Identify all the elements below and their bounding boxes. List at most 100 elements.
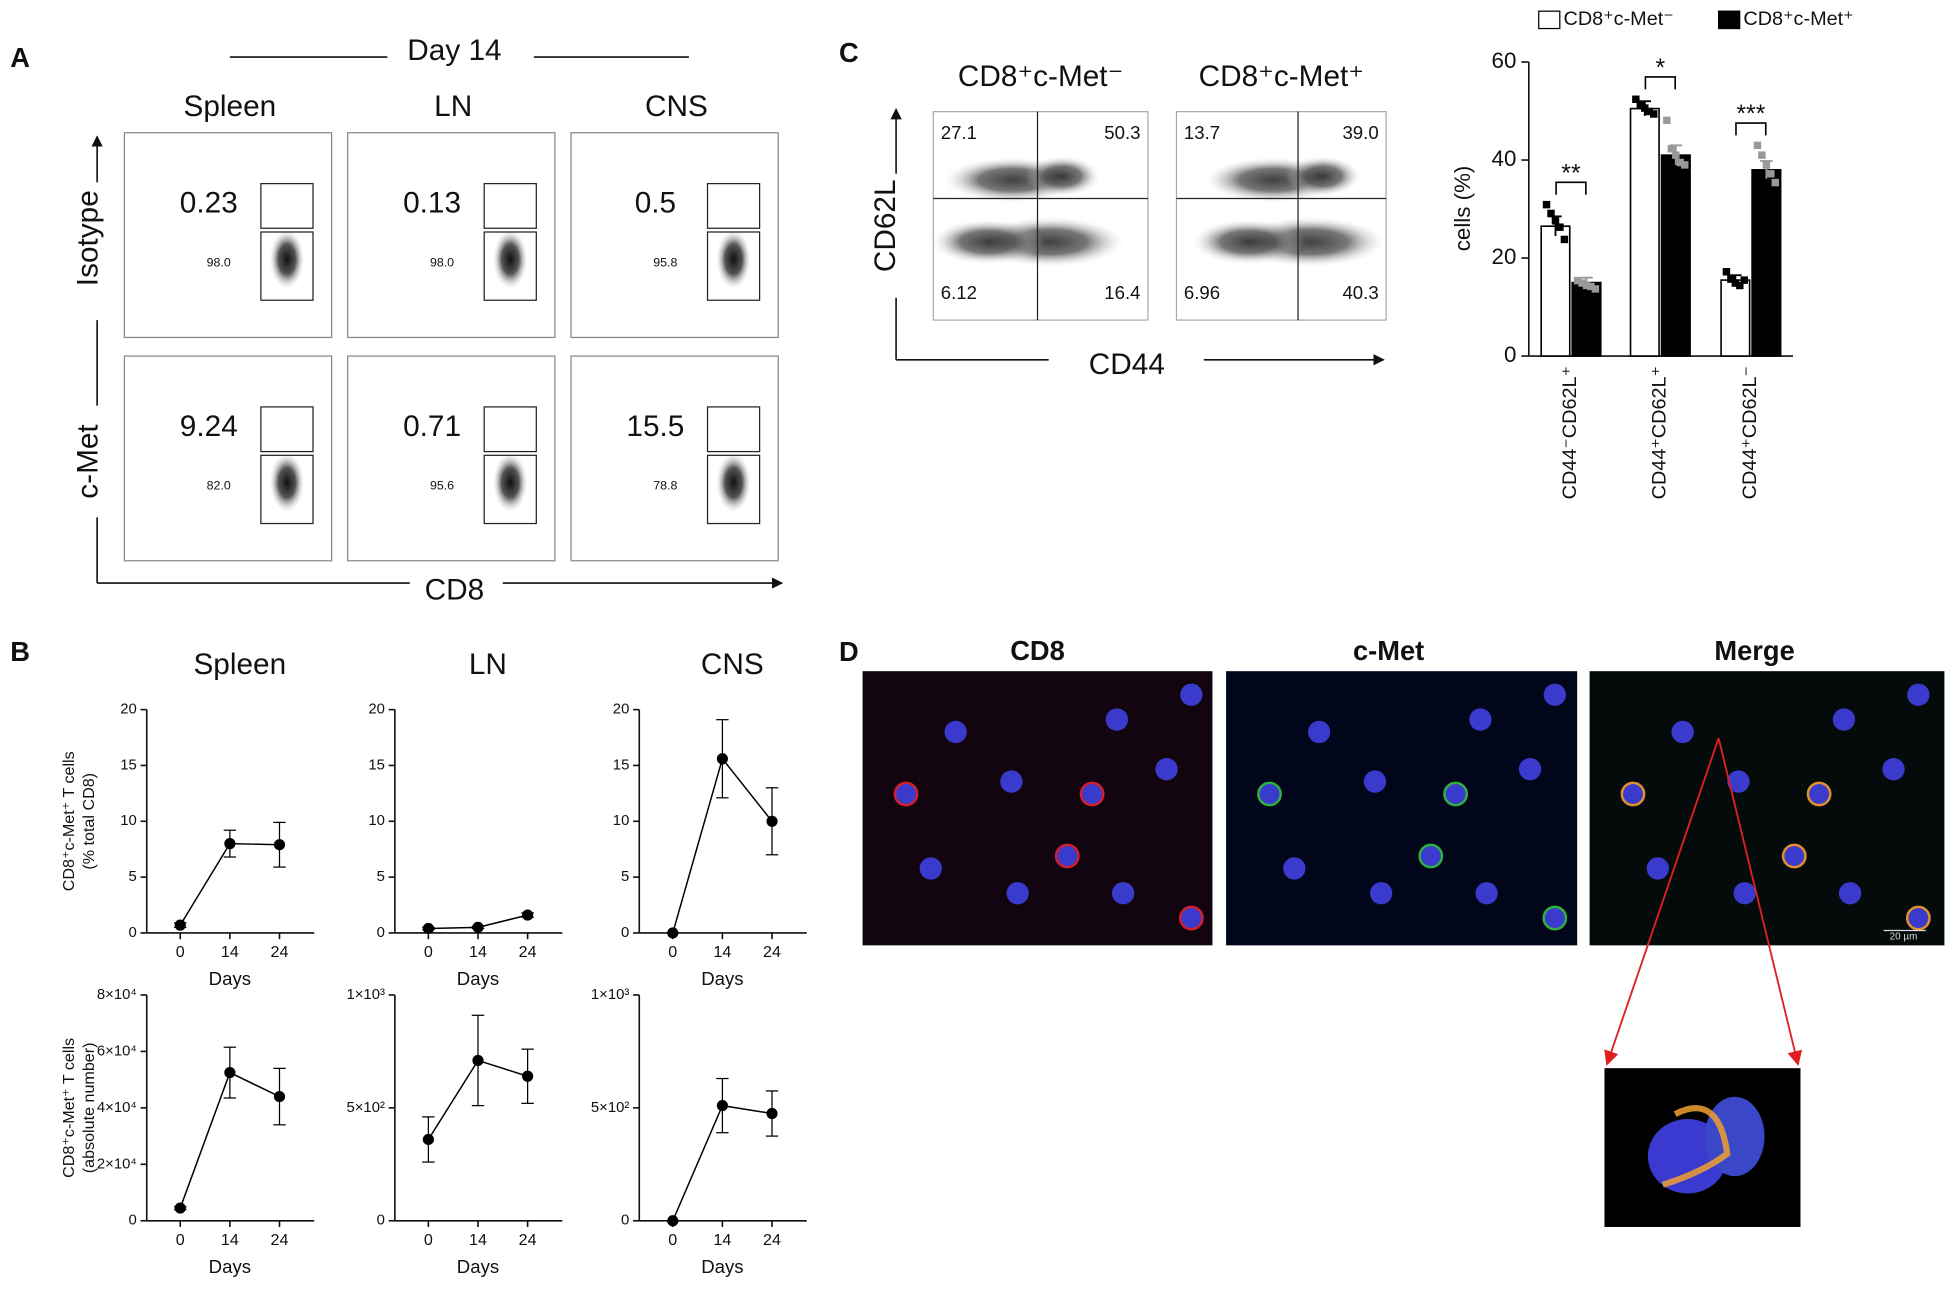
gate [706, 406, 761, 453]
point [1560, 235, 1569, 244]
point [1672, 151, 1680, 159]
y-tick-label: 5 [621, 869, 629, 885]
gate [260, 182, 314, 229]
y-tick-label: 15 [613, 757, 630, 773]
plot-frame [1175, 111, 1387, 321]
point [472, 1054, 484, 1067]
point [273, 1090, 286, 1103]
legend-label: CD8⁺c-Met⁻ [1564, 8, 1674, 30]
cell [1727, 770, 1750, 793]
bar [1720, 279, 1751, 357]
y-axis-label: (absolute number) [80, 1043, 98, 1174]
row-label: Isotype [72, 190, 105, 286]
row-label: c-Met [72, 424, 105, 499]
legend-swatch [1538, 10, 1561, 30]
cell [919, 857, 942, 880]
cell [1905, 905, 1931, 931]
cell [1283, 857, 1306, 880]
legend-label: CD8⁺c-Met⁺ [1743, 8, 1853, 30]
point [1578, 279, 1586, 287]
gate-value: 9.24 [180, 410, 238, 443]
y-tick-label: 60 [1492, 48, 1517, 73]
point [716, 1100, 728, 1112]
x-tick-label: 24 [763, 943, 781, 961]
micrograph [862, 671, 1213, 946]
y-tick-label: 0 [1504, 342, 1516, 367]
gate [260, 231, 314, 301]
plot-frame [570, 355, 779, 562]
plot-frame [123, 132, 333, 339]
x-tick-label: 14 [713, 1231, 731, 1249]
x-tick-label: 14 [469, 1231, 487, 1249]
image-title: Merge [1714, 635, 1794, 666]
cell [1671, 720, 1694, 744]
gate-value: 95.6 [430, 479, 454, 493]
y-tick-label: 10 [613, 813, 630, 829]
quadrant-value: 50.3 [1104, 122, 1140, 143]
y-tick-label: 1×10³ [346, 987, 385, 1003]
cell [1079, 781, 1105, 807]
gate [706, 182, 761, 229]
column-label: CNS [645, 90, 708, 123]
x-tick-label: 24 [763, 1231, 781, 1249]
plot-frame [347, 355, 556, 562]
x-tick-label: 24 [271, 1231, 289, 1249]
cell [1469, 708, 1492, 731]
x-tick-label: 0 [668, 1231, 677, 1249]
cell [944, 720, 967, 744]
gate-value: 78.8 [653, 479, 677, 493]
gate [483, 454, 537, 525]
point [1663, 116, 1671, 125]
axis-label: CD44 [1089, 348, 1165, 381]
cell [1307, 720, 1331, 744]
column-label: LN [434, 90, 472, 123]
zoom-line [1717, 737, 1803, 1066]
cell [1363, 770, 1387, 793]
point [766, 815, 778, 827]
point [1676, 158, 1684, 167]
point [1762, 161, 1771, 169]
x-tick-label: 0 [424, 943, 433, 961]
plot-frame [570, 132, 779, 339]
cell [1781, 843, 1807, 869]
point [522, 909, 534, 921]
point [1740, 276, 1749, 284]
x-tick-label: 14 [469, 943, 487, 961]
x-tick-label: 24 [519, 1231, 537, 1249]
point [1650, 110, 1658, 118]
point [766, 1107, 778, 1120]
significance: ** [1561, 160, 1581, 187]
y-tick-label: 10 [120, 813, 137, 829]
point [1551, 217, 1560, 225]
x-tick-label: 0 [176, 943, 185, 961]
point [224, 838, 236, 850]
y-tick-label: 10 [368, 813, 385, 829]
point [1753, 141, 1762, 150]
x-axis-label: Days [457, 1256, 499, 1277]
point [422, 1133, 434, 1146]
gate [706, 231, 761, 301]
point [1767, 170, 1775, 178]
panel-label: B [10, 636, 30, 667]
y-axis-label: (% total CD8) [80, 773, 98, 870]
x-tick-label: 0 [668, 943, 677, 961]
density [1025, 156, 1100, 197]
point [472, 921, 484, 933]
cell [1000, 770, 1023, 793]
x-tick-label: 14 [221, 943, 239, 961]
gate-value: 98.0 [207, 255, 231, 269]
cell [1518, 758, 1542, 781]
point [1722, 268, 1731, 276]
x-axis-label: Days [701, 968, 743, 989]
legend-swatch [1717, 10, 1741, 30]
y-tick-label: 5 [377, 869, 385, 885]
y-tick-label: 20 [120, 702, 137, 718]
cell [1155, 758, 1178, 781]
point [1667, 145, 1676, 153]
gate [483, 406, 537, 453]
point [1587, 282, 1595, 291]
point [174, 1202, 186, 1214]
y-tick-label: 5×10² [591, 1100, 630, 1116]
column-label: Spleen [184, 90, 277, 123]
x-axis-label: Days [209, 1256, 251, 1277]
